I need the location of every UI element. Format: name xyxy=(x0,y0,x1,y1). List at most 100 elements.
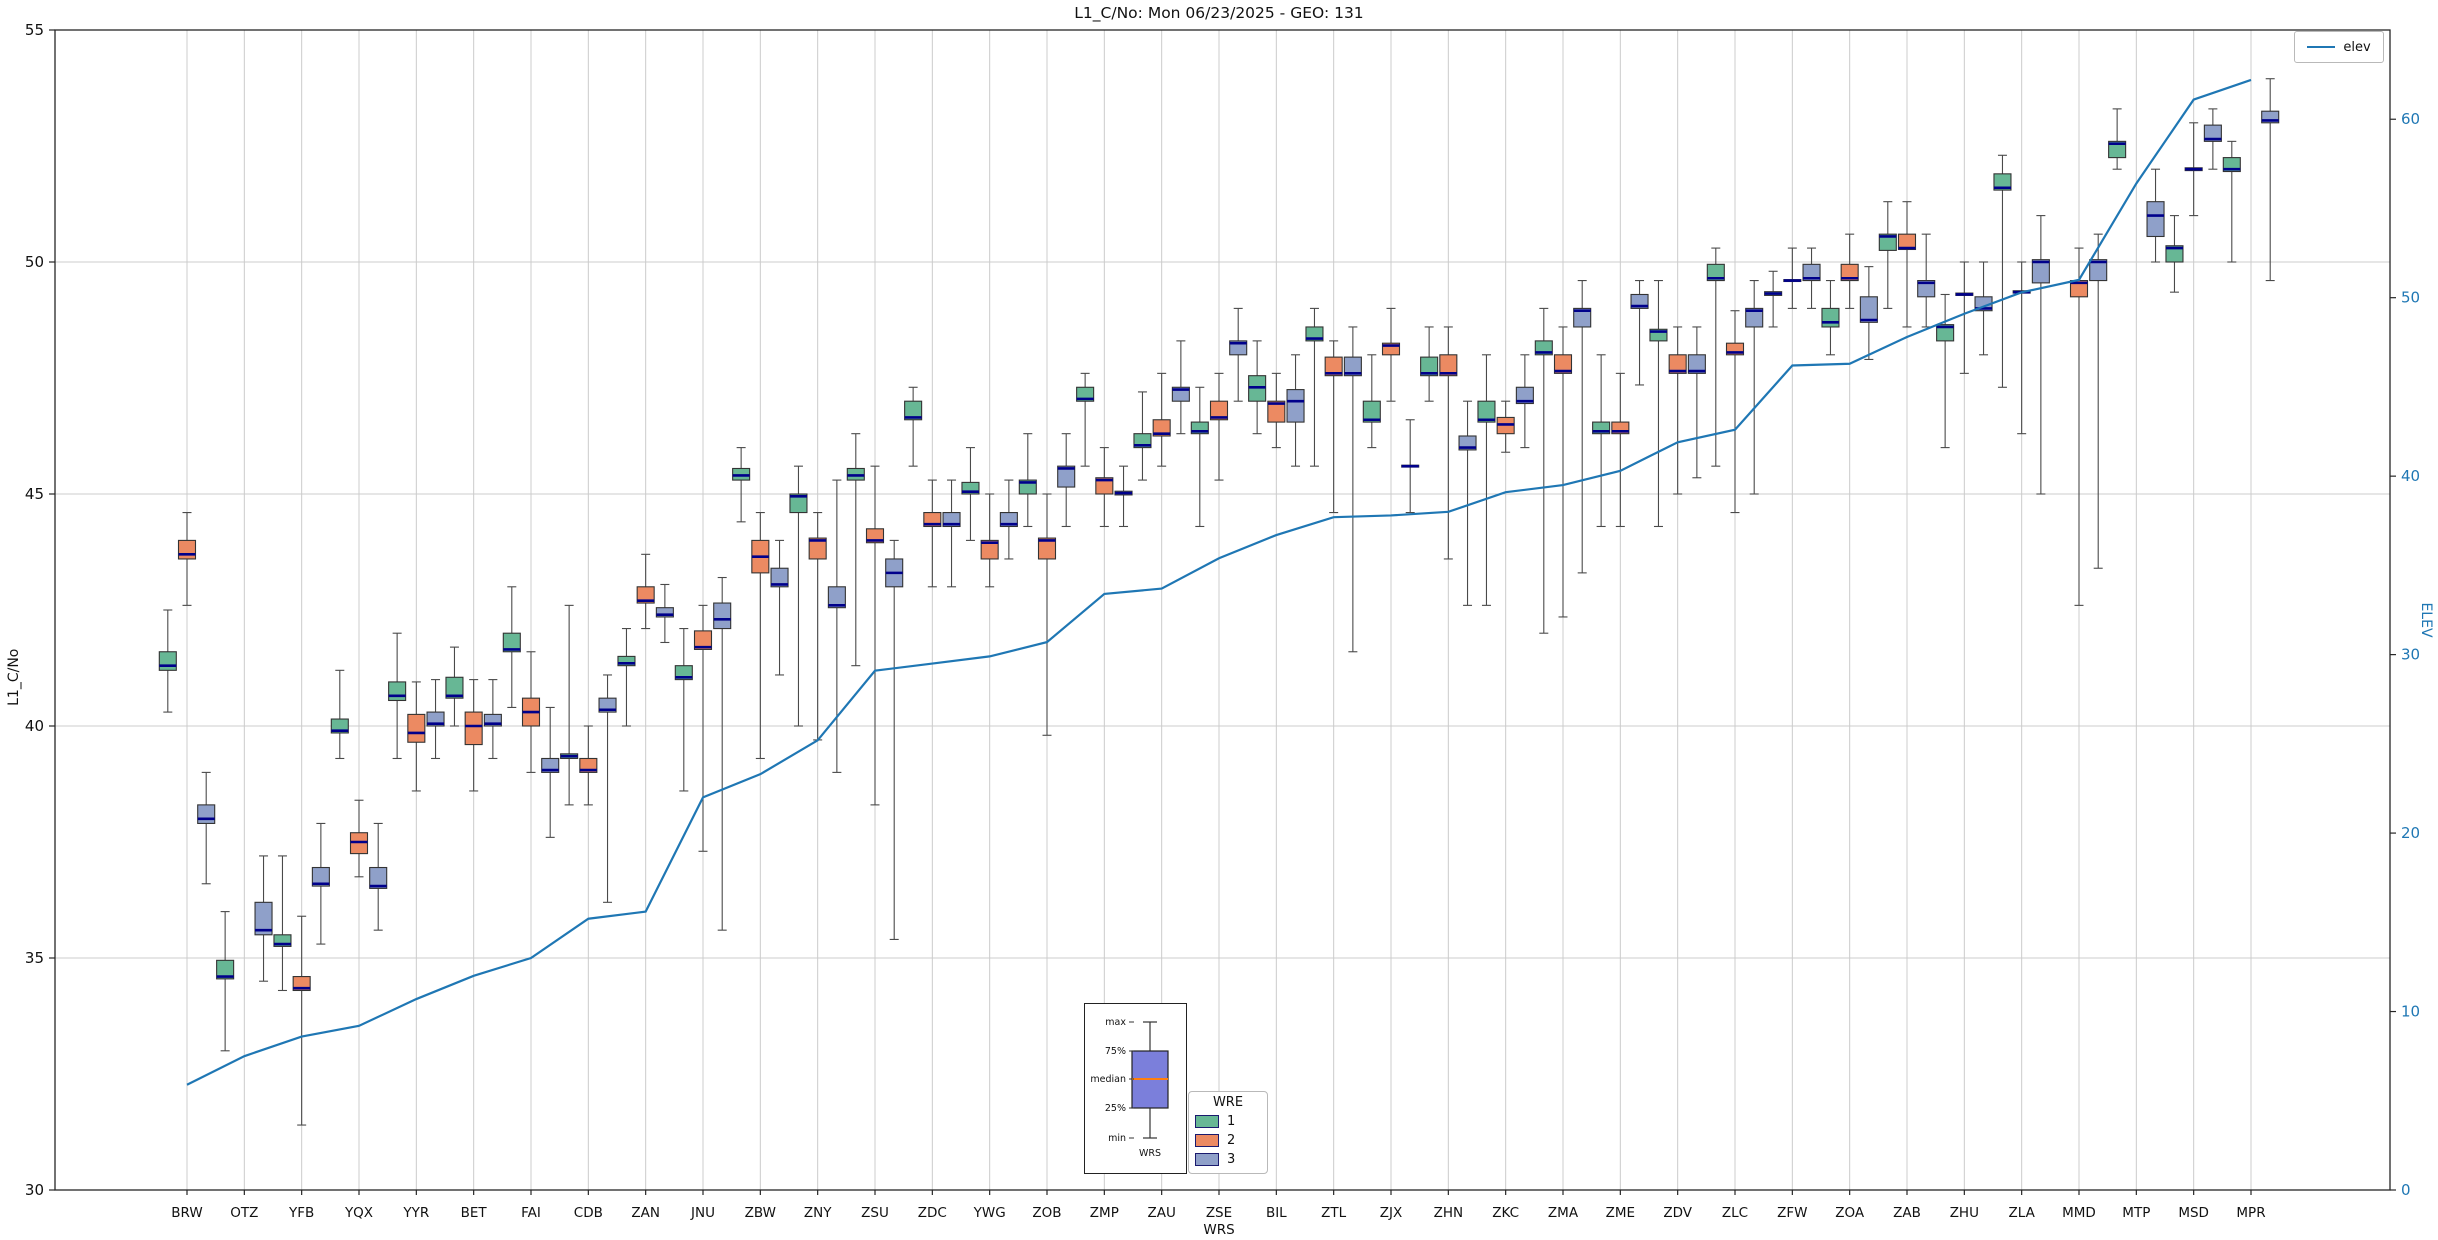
box-ZOA-1 xyxy=(1821,280,1840,356)
y-tick-left: 40 xyxy=(25,717,44,735)
x-tick-ZKC: ZKC xyxy=(1492,1205,1519,1221)
box-MTP-3 xyxy=(2146,168,2165,263)
y-axis-label-left: L1_C/No xyxy=(6,648,22,706)
x-tick-YYR: YYR xyxy=(402,1205,429,1221)
box-ZLA-3 xyxy=(2031,215,2050,495)
box-ZOA-3 xyxy=(1859,266,1878,360)
y-tick-right: 60 xyxy=(2401,110,2420,128)
box-ZDC-3 xyxy=(942,479,961,588)
x-tick-ZSU: ZSU xyxy=(861,1205,889,1221)
x-tick-ZFW: ZFW xyxy=(1777,1205,1807,1221)
x-tick-ZHN: ZHN xyxy=(1434,1205,1464,1221)
box-ZTL-3 xyxy=(1343,326,1362,653)
inset-xlabel: WRS xyxy=(1139,1148,1161,1159)
box-ZSE-1 xyxy=(1190,386,1209,528)
box-ZDV-1 xyxy=(1649,280,1668,528)
box-ZAU-1 xyxy=(1133,391,1152,481)
wre-legend-title: WRE xyxy=(1212,1095,1244,1110)
box-ZMA-3 xyxy=(1573,280,1592,574)
box-ZMA-2 xyxy=(1553,326,1573,618)
box-ZOA-2 xyxy=(1840,233,1859,309)
box-MPR-1 xyxy=(2222,140,2241,263)
boxplot-key-inset: max 75% median 25% min WRS xyxy=(1084,1003,1187,1174)
box-YWG-1 xyxy=(961,447,980,541)
x-tick-MMD: MMD xyxy=(2062,1205,2096,1221)
wre-1-swatch-icon xyxy=(1195,1115,1219,1128)
box-ZNY-1 xyxy=(789,465,808,727)
y-tick-left: 45 xyxy=(25,485,44,503)
box-ZME-3 xyxy=(1630,280,1649,386)
box-YFB-2 xyxy=(292,915,311,1126)
elev-line-group xyxy=(186,78,2252,1086)
x-tick-BIL: BIL xyxy=(1266,1205,1287,1221)
box-BRW-1 xyxy=(158,609,177,713)
x-axis-label: WRS xyxy=(1203,1222,1235,1238)
box-ZAB-3 xyxy=(1917,233,1936,328)
x-tick-MPR: MPR xyxy=(2236,1205,2265,1221)
box-ZBW-3 xyxy=(770,539,789,676)
x-tick-MTP: MTP xyxy=(2122,1205,2150,1221)
box-BET-2 xyxy=(464,679,483,792)
inset-label-max: max xyxy=(1105,1017,1126,1028)
box-ZDV-2 xyxy=(1668,326,1687,495)
box-ZMP-2 xyxy=(1095,447,1114,528)
x-tick-CDB: CDB xyxy=(574,1205,603,1221)
series-wre-1 xyxy=(158,108,2241,1052)
y-tick-right: 40 xyxy=(2401,467,2420,485)
plot-frame xyxy=(54,29,2391,1191)
y-tick-right: 50 xyxy=(2401,289,2420,307)
box-FAI-3 xyxy=(541,706,560,838)
box-JNU-3 xyxy=(713,576,732,931)
wre-legend-label-1: 1 xyxy=(1227,1114,1236,1129)
box-BET-1 xyxy=(445,646,464,727)
y-tick-right: 10 xyxy=(2401,1003,2420,1021)
box-ZLC-2 xyxy=(1725,310,1745,514)
box-ZHN-1 xyxy=(1420,326,1439,402)
box-YQX-1 xyxy=(330,669,349,760)
elev-legend: elev xyxy=(2294,31,2384,63)
box-ZFW-3 xyxy=(1802,247,1821,309)
y-tick-right: 0 xyxy=(2401,1181,2411,1199)
box-YFB-1 xyxy=(273,855,292,992)
elev-legend-label: elev xyxy=(2343,39,2371,55)
wre-legend: WRE 1 2 3 xyxy=(1188,1091,1268,1174)
box-ZJX-1 xyxy=(1362,354,1381,449)
box-OTZ-3 xyxy=(254,855,273,982)
box-BRW-3 xyxy=(197,771,216,885)
box-ZFW-2 xyxy=(1783,247,1802,309)
box-BIL-2 xyxy=(1267,372,1286,449)
box-BET-3 xyxy=(483,679,502,760)
box-ZHU-1 xyxy=(1936,293,1955,449)
box-ZKC-2 xyxy=(1496,400,1515,453)
box-ZSE-2 xyxy=(1209,372,1229,481)
box-BIL-3 xyxy=(1286,354,1305,467)
box-MSD-3 xyxy=(2203,108,2222,170)
inset-label-75%: 75% xyxy=(1105,1046,1126,1057)
box-CDB-2 xyxy=(579,725,598,806)
box-YFB-3 xyxy=(311,822,330,945)
box-ZHN-2 xyxy=(1439,326,1458,560)
y-tick-left: 35 xyxy=(25,949,44,967)
box-MTP-1 xyxy=(2108,108,2127,170)
x-tick-BET: BET xyxy=(461,1205,488,1221)
box-ZMP-3 xyxy=(1114,465,1133,528)
box-FAI-2 xyxy=(521,651,541,773)
x-tick-ZMP: ZMP xyxy=(1090,1205,1119,1221)
box-JNU-2 xyxy=(693,604,713,852)
chart-title: L1_C/No: Mon 06/23/2025 - GEO: 131 xyxy=(1074,4,1364,22)
box-YQX-2 xyxy=(349,799,369,878)
x-tick-ZAN: ZAN xyxy=(631,1205,660,1221)
elev-line xyxy=(186,78,2252,1086)
series-wre-3 xyxy=(197,78,2280,982)
box-ZLA-2 xyxy=(2012,261,2031,435)
x-tick-YQX: YQX xyxy=(344,1205,373,1221)
x-tick-FAI: FAI xyxy=(521,1205,541,1221)
x-tick-JNU: JNU xyxy=(690,1205,715,1221)
box-YQX-3 xyxy=(369,822,388,931)
box-ZME-1 xyxy=(1592,354,1611,528)
box-ZNY-2 xyxy=(808,512,827,741)
y-tick-right: 30 xyxy=(2401,646,2420,664)
box-ZOB-3 xyxy=(1057,433,1076,528)
wre-legend-item-3: 3 xyxy=(1195,1152,1261,1167)
wre-legend-label-3: 3 xyxy=(1227,1152,1236,1167)
